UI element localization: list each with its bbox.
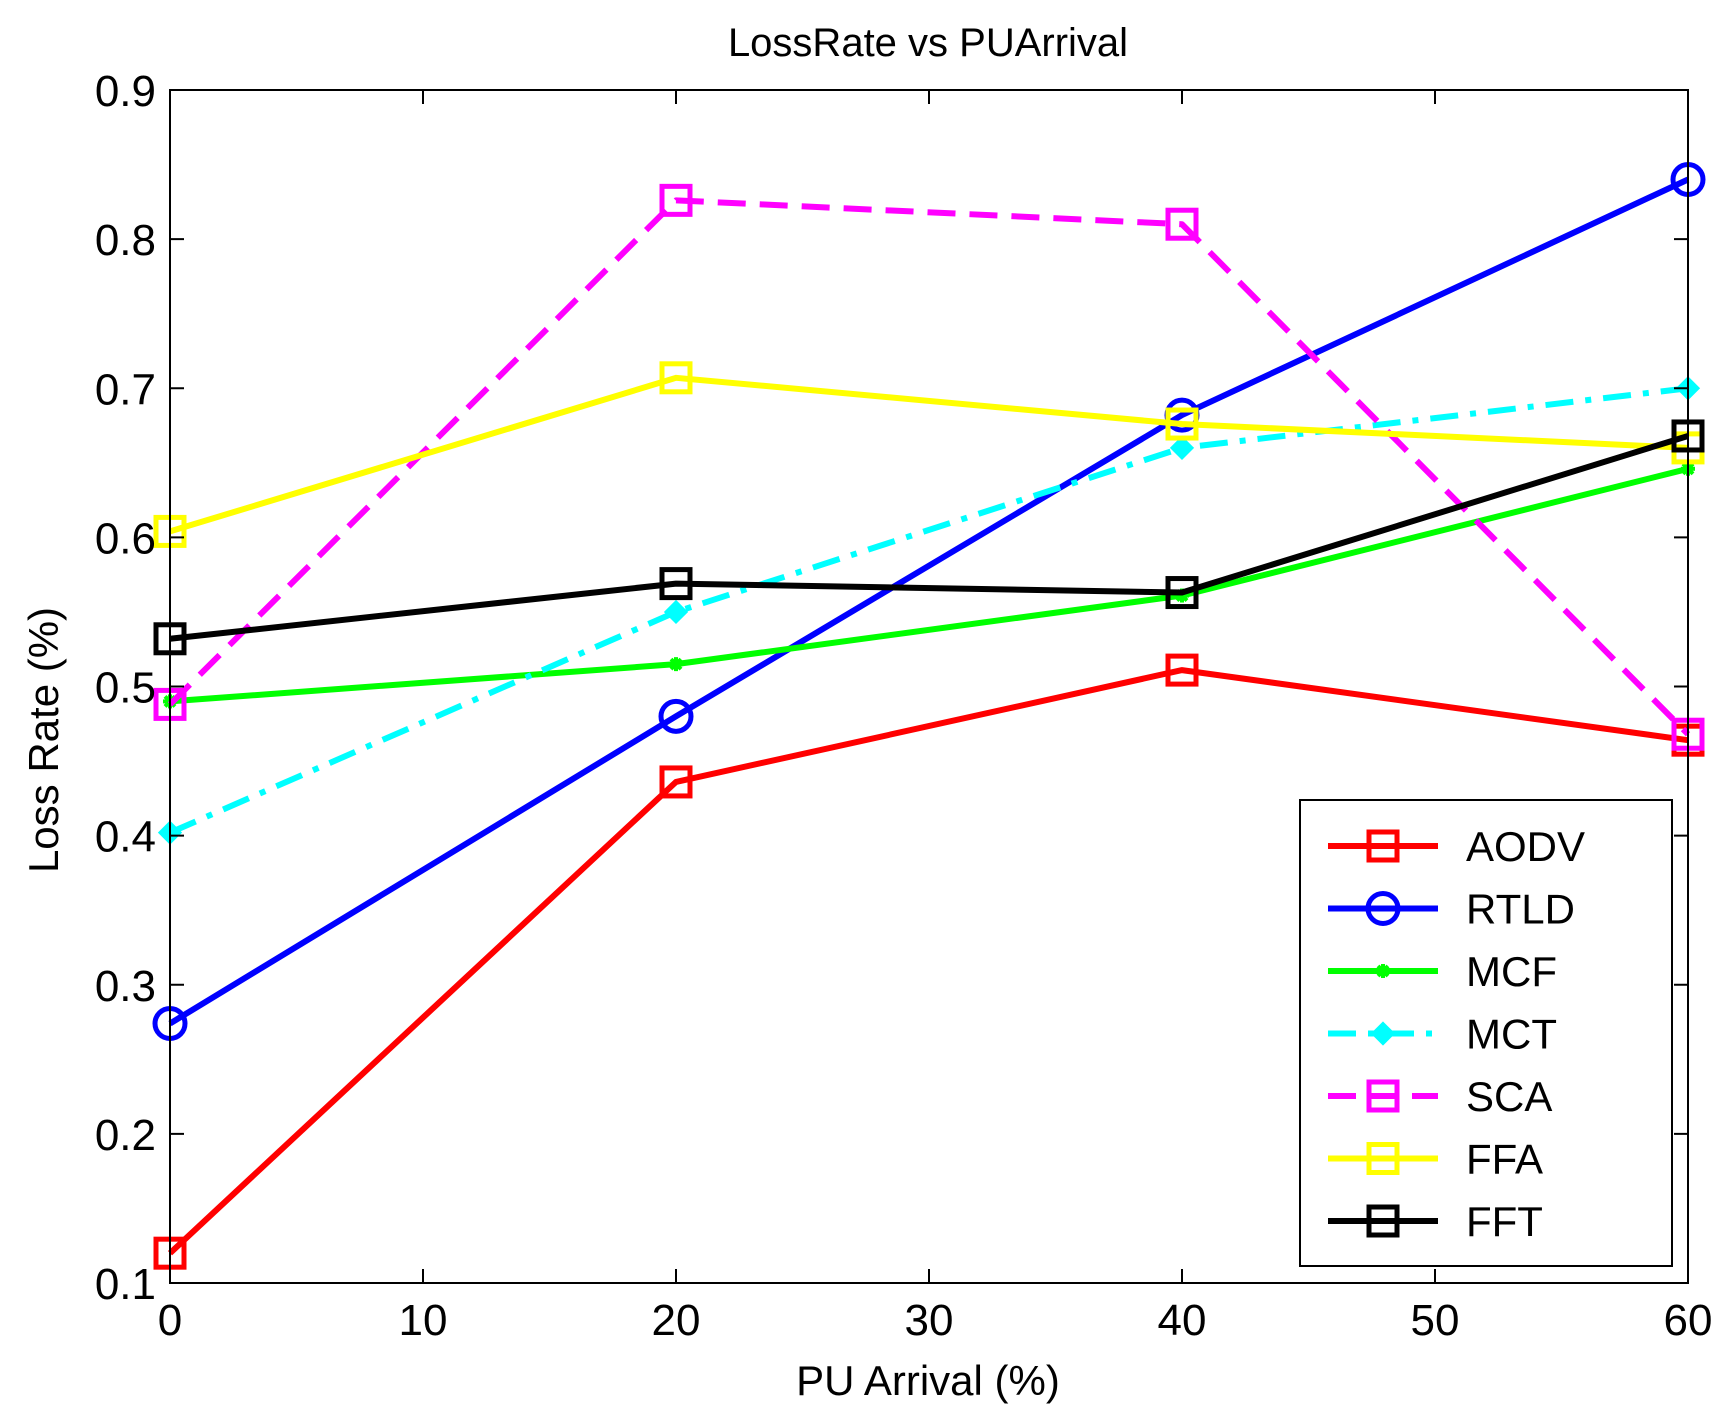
- legend-label-mcf: MCF: [1466, 948, 1557, 995]
- y-tick-label: 0.4: [95, 813, 156, 862]
- data-point-sca-40: [1165, 207, 1199, 241]
- legend-marker-mct: [1370, 1021, 1396, 1046]
- data-point-ffa-20: [659, 361, 693, 395]
- x-tick-label: 60: [1664, 1296, 1713, 1345]
- x-tick-label: 10: [399, 1296, 448, 1345]
- axis-layer: 0 10 20 30 40 50 60 0.1 0.2 0.3 0.4 0.5 0.6 0.7 0.8 0.9: [95, 67, 1713, 1345]
- legend-label-fft: FFT: [1466, 1198, 1543, 1245]
- legend-label-rtld: RTLD: [1466, 886, 1575, 933]
- legend-label-ffa: FFA: [1466, 1136, 1543, 1183]
- y-tick-label: 0.6: [95, 514, 156, 563]
- series-line-fft: [169, 433, 1689, 642]
- series-mct: [157, 376, 1701, 845]
- data-point-mcf-20-d2: [669, 657, 683, 671]
- data-point-mct-40: [1169, 435, 1195, 461]
- series-line-rtld: [168, 176, 1690, 1027]
- legend-marker-mcf-d2: [1376, 964, 1390, 978]
- data-point-fft-20: [659, 567, 693, 601]
- y-tick-label: 0.9: [95, 67, 156, 116]
- series-line-ffa: [169, 374, 1689, 535]
- legend-label-aodv: AODV: [1466, 823, 1585, 870]
- data-point-ffa-40: [1165, 407, 1199, 441]
- legend-item-rtld: RTLD: [1328, 886, 1575, 933]
- chart-title: LossRate vs PUArrival: [728, 21, 1128, 65]
- legend-marker-rtld: [1365, 891, 1401, 926]
- data-point-mct-20: [663, 599, 689, 625]
- series-line-mct: [168, 385, 1689, 836]
- data-point-mcf-20: [669, 657, 683, 672]
- legend-item-ffa: FFA: [1328, 1136, 1543, 1183]
- legend-item-aodv: AODV: [1328, 823, 1585, 870]
- x-tick-label: 20: [652, 1296, 701, 1345]
- legend-label-sca: SCA: [1466, 1073, 1552, 1120]
- legend-marker-mcf: [1376, 964, 1390, 978]
- y-tick-label: 0.8: [95, 216, 156, 265]
- series-line-mcf: [169, 465, 1689, 705]
- legend: AODV RTLD MCF MCT SCA FFA FFT: [1299, 799, 1673, 1267]
- y-tick-label: 0.1: [95, 1260, 156, 1309]
- legend-item-sca: SCA: [1328, 1073, 1552, 1120]
- x-tick-label: 30: [905, 1296, 954, 1345]
- data-point-aodv-20: [659, 765, 693, 799]
- legend-item-mct: MCT: [1328, 1011, 1557, 1058]
- series-line-aodv: [167, 667, 1689, 1256]
- legend-marker-aodv: [1366, 829, 1400, 863]
- legend-marker-ffa: [1366, 1142, 1400, 1175]
- y-tick-label: 0.7: [95, 365, 156, 414]
- data-point-sca-20: [659, 183, 693, 217]
- legend-item-fft: FFT: [1328, 1198, 1543, 1245]
- x-tick-label: 40: [1158, 1296, 1207, 1345]
- series-layer: [152, 161, 1706, 1270]
- legend-marker-fft: [1366, 1204, 1400, 1238]
- y-axis-title: Loss Rate (%): [20, 607, 67, 873]
- y-tick-label: 0.2: [95, 1111, 156, 1160]
- y-tick-label: 0.3: [95, 962, 156, 1011]
- x-tick-label: 50: [1411, 1296, 1460, 1345]
- x-tick-label: 0: [158, 1296, 182, 1345]
- legend-marker-sca: [1366, 1079, 1400, 1113]
- y-tick-label: 0.5: [95, 664, 156, 713]
- data-point-aodv-40: [1165, 653, 1199, 687]
- legend-label-mct: MCT: [1466, 1011, 1557, 1058]
- data-point-fft-40: [1165, 576, 1199, 610]
- x-axis-title: PU Arrival (%): [796, 1357, 1060, 1404]
- legend-box: [1299, 799, 1673, 1267]
- data-point-rtld-20: [658, 698, 694, 734]
- legend-item-mcf: MCF: [1328, 948, 1557, 995]
